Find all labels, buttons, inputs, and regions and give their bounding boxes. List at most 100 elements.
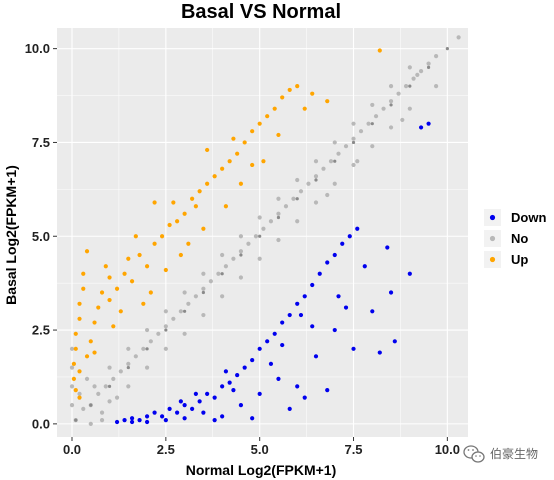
x-tick-label: 0.0 bbox=[63, 442, 81, 457]
data-point-no bbox=[321, 166, 326, 171]
data-point-no bbox=[156, 331, 161, 336]
diagonal-point bbox=[389, 103, 393, 107]
data-point-no bbox=[336, 151, 341, 156]
data-point-down bbox=[418, 125, 424, 130]
data-point-down bbox=[242, 365, 247, 370]
data-point-no bbox=[84, 376, 90, 381]
data-point-no bbox=[388, 84, 394, 89]
data-point-no bbox=[69, 346, 75, 351]
data-point-no bbox=[193, 294, 198, 299]
data-point-up bbox=[205, 147, 210, 153]
data-point-no bbox=[186, 301, 191, 306]
data-point-no bbox=[343, 144, 349, 149]
data-point-down bbox=[325, 387, 330, 393]
data-point-no bbox=[201, 271, 206, 276]
data-point-up bbox=[81, 271, 86, 276]
data-point-down bbox=[347, 234, 352, 239]
data-point-no bbox=[370, 144, 375, 149]
data-point-no bbox=[171, 316, 176, 321]
data-point-no bbox=[126, 384, 131, 389]
diagonal-point bbox=[314, 178, 318, 182]
data-point-up bbox=[96, 305, 101, 310]
data-point-down bbox=[235, 372, 240, 378]
plot-panel bbox=[57, 28, 468, 437]
data-point-up bbox=[84, 249, 90, 254]
data-point-no bbox=[182, 290, 187, 295]
data-point-down bbox=[257, 346, 262, 351]
data-point-no bbox=[283, 204, 289, 209]
y-tick-label: 7.5 bbox=[32, 135, 50, 150]
data-point-no bbox=[426, 61, 431, 66]
data-point-no bbox=[306, 181, 311, 186]
data-point-no bbox=[238, 249, 244, 254]
data-point-down bbox=[190, 406, 195, 411]
data-point-up bbox=[231, 136, 236, 141]
data-point-no bbox=[69, 403, 75, 408]
data-point-up bbox=[295, 84, 300, 89]
data-point-down bbox=[144, 419, 150, 425]
data-point-no bbox=[208, 279, 213, 284]
data-point-no bbox=[92, 384, 97, 389]
data-point-up bbox=[220, 166, 225, 171]
data-point-down bbox=[302, 294, 307, 299]
data-point-up bbox=[122, 271, 127, 276]
data-point-no bbox=[358, 129, 364, 134]
x-tick-label: 10.0 bbox=[435, 442, 460, 457]
data-point-down bbox=[205, 391, 210, 396]
data-point-no bbox=[69, 365, 75, 370]
data-point-up bbox=[133, 234, 138, 239]
data-point-no bbox=[77, 391, 82, 396]
y-axis-title: Basal Log2(FPKM+1) bbox=[3, 165, 19, 305]
diagonal-point bbox=[107, 384, 112, 388]
data-point-up bbox=[141, 301, 146, 306]
data-point-up bbox=[377, 48, 382, 53]
diagonal-point bbox=[426, 65, 431, 69]
data-point-down bbox=[332, 327, 337, 333]
diagonal-point bbox=[89, 403, 93, 407]
legend: Down No Up bbox=[484, 209, 546, 268]
data-point-down bbox=[238, 403, 244, 408]
data-point-no bbox=[88, 421, 93, 426]
data-point-no bbox=[144, 327, 150, 333]
legend-label-down: Down bbox=[511, 210, 546, 225]
x-axis-title: Normal Log2(FPKM+1) bbox=[186, 462, 337, 478]
data-point-down bbox=[163, 418, 168, 423]
data-points bbox=[69, 35, 461, 426]
data-point-up bbox=[193, 204, 198, 209]
data-point-down bbox=[351, 346, 356, 351]
data-point-no bbox=[291, 196, 296, 201]
data-point-down bbox=[336, 294, 341, 299]
data-point-down bbox=[370, 309, 375, 314]
data-point-down bbox=[362, 264, 367, 269]
data-point-up bbox=[144, 264, 150, 269]
data-point-up bbox=[73, 331, 78, 336]
data-point-no bbox=[141, 346, 146, 351]
data-point-no bbox=[220, 252, 225, 258]
data-point-down bbox=[377, 350, 382, 355]
data-point-up bbox=[107, 275, 112, 280]
diagonal-point bbox=[145, 347, 149, 351]
data-point-up bbox=[159, 234, 165, 239]
diagonal-point bbox=[370, 122, 374, 126]
data-point-no bbox=[396, 91, 401, 96]
data-point-down bbox=[340, 241, 345, 246]
data-point-no bbox=[407, 65, 412, 70]
data-point-up bbox=[280, 95, 285, 100]
data-point-up bbox=[261, 159, 266, 164]
data-point-no bbox=[411, 76, 416, 81]
data-point-up bbox=[182, 211, 187, 216]
data-point-up bbox=[92, 350, 97, 355]
data-point-no bbox=[114, 395, 120, 400]
data-point-no bbox=[400, 117, 405, 123]
data-point-down bbox=[295, 384, 300, 389]
wechat-icon bbox=[463, 445, 485, 463]
data-point-up bbox=[178, 252, 183, 258]
data-point-no bbox=[332, 181, 337, 186]
data-point-up bbox=[163, 267, 168, 273]
data-point-down bbox=[167, 406, 172, 411]
data-point-no bbox=[144, 365, 150, 370]
data-point-no bbox=[163, 324, 168, 329]
data-point-down bbox=[276, 376, 281, 381]
data-point-no bbox=[257, 215, 262, 220]
